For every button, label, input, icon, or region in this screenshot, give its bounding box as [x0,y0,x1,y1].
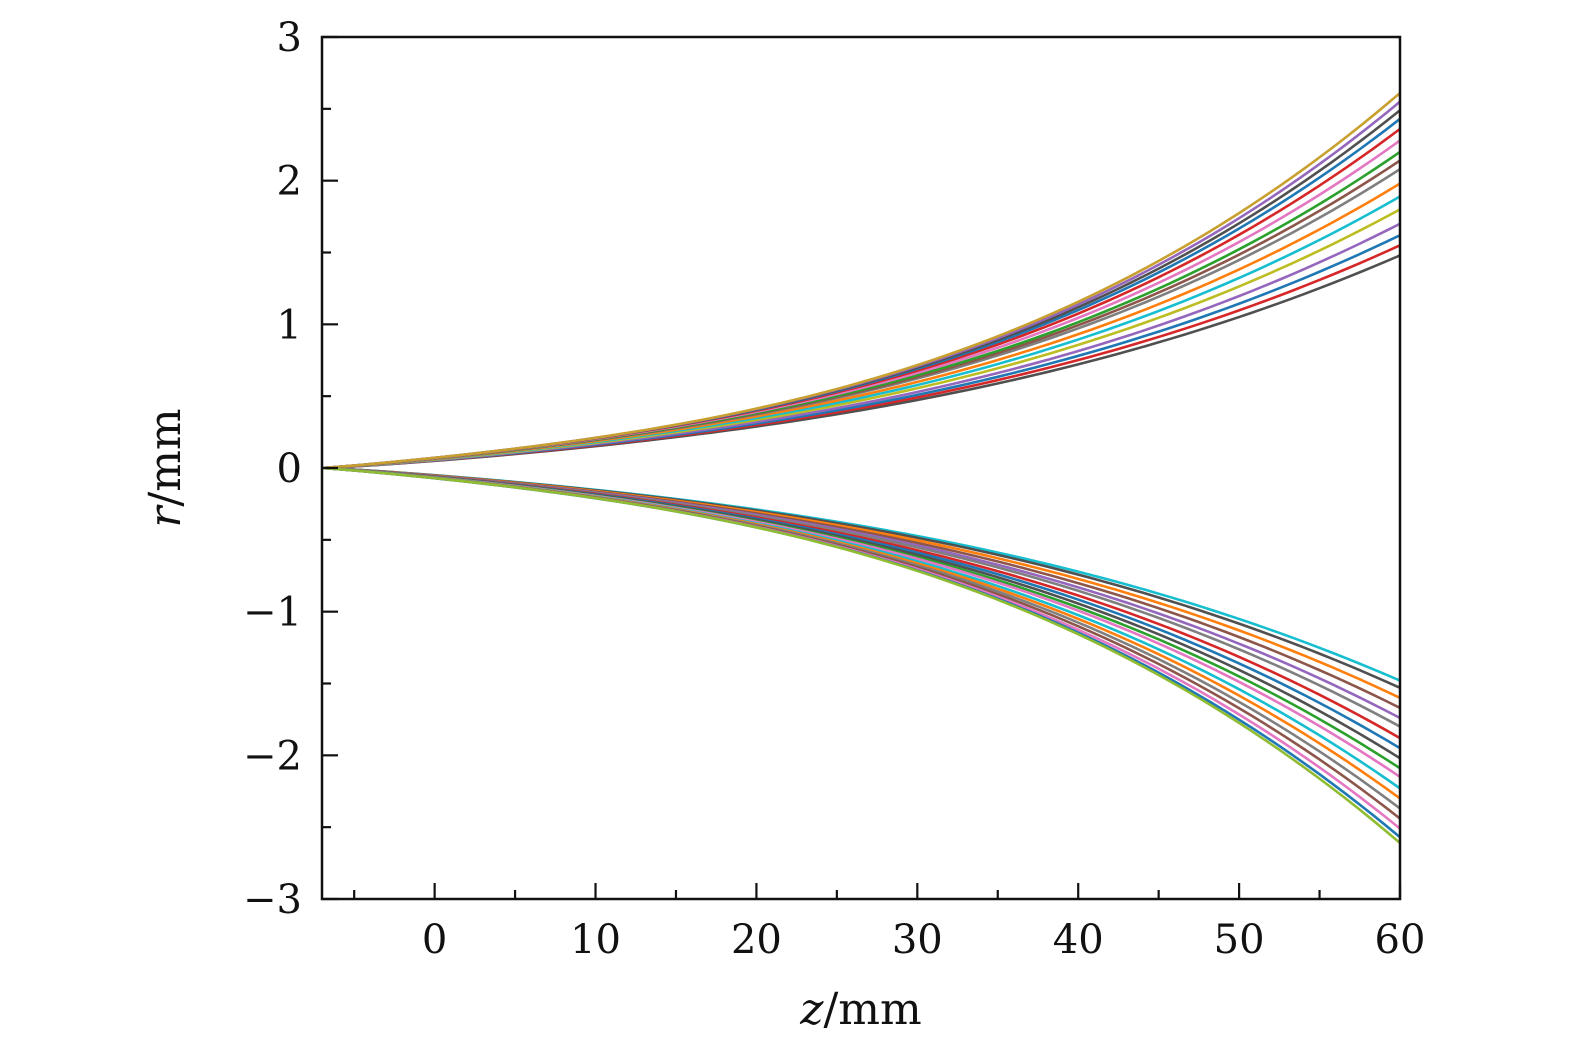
y-tick-label: 3 [277,15,302,61]
tick-marks [322,35,1402,901]
y-axis-label: r/mm [140,408,191,527]
lower-curve-4 [321,466,1401,710]
curve-group [321,92,1401,844]
y-tick-label: 2 [277,159,302,205]
x-axis-unit: /mm [823,984,921,1035]
lower-curve-7 [321,466,1401,740]
y-axis-var: r [140,504,191,528]
y-tick-label: 0 [277,446,302,492]
x-tick-label: 0 [422,917,447,963]
lower-curve-12 [321,466,1401,790]
upper-curve-7 [321,182,1401,470]
x-tick-label: 40 [1053,917,1104,963]
x-tick-labels: 0 10 20 30 40 50 60 [422,917,1426,963]
y-tick-label: −1 [243,590,302,636]
y-tick-label: 1 [277,302,302,348]
x-tick-label: 50 [1214,917,1265,963]
lower-curve-8 [321,466,1401,750]
lower-curve-17 [321,466,1401,839]
plot-frame [320,35,1402,901]
y-tick-label: −3 [243,877,302,923]
x-axis-var: z [799,984,824,1035]
x-tick-label: 10 [570,917,621,963]
y-tick-labels: −3 −2 −1 0 1 2 3 [243,15,302,923]
upper-curve-16 [321,92,1401,470]
upper-curve-15 [321,100,1401,470]
upper-curve-9 [321,159,1401,470]
x-tick-label: 30 [892,917,943,963]
lower-curve-18 [321,466,1401,844]
lower-curve-14 [321,466,1401,810]
upper-curve-13 [321,117,1401,470]
upper-curve-6 [321,195,1401,470]
x-tick-label: 20 [731,917,782,963]
upper-curve-14 [321,109,1401,470]
y-axis-unit: /mm [140,408,191,506]
upper-curve-12 [321,127,1401,470]
x-axis-label: z/mm [799,984,921,1035]
x-tick-label: 60 [1375,917,1426,963]
lower-curve-13 [321,466,1401,800]
lower-curve-2 [321,466,1401,689]
y-tick-label: −2 [243,733,302,779]
upper-curve-5 [321,208,1401,470]
